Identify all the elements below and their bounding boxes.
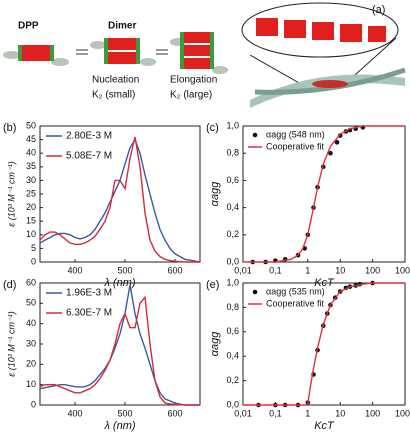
plot-frame: [39, 125, 201, 263]
plot-frame: [242, 125, 406, 263]
y-tick-label: 30: [26, 175, 36, 185]
equilibrium-arrow: [76, 49, 88, 55]
y-tick-label: 0,6: [226, 326, 239, 336]
series-line: [39, 136, 200, 263]
y-axis-label: ε (10³ M⁻¹ cm⁻¹): [6, 161, 16, 226]
dimer-label: Dimer: [108, 21, 136, 32]
x-tick-label: 0,1: [269, 265, 282, 275]
x-tick-label: 500: [117, 408, 132, 418]
y-tick-label: 0,8: [226, 302, 239, 312]
series-line: [39, 137, 201, 263]
x-tick-label: 10: [335, 265, 345, 275]
y-tick-label: 10: [26, 229, 36, 239]
elongation-label: Elongation: [170, 75, 217, 86]
y-tick-label: 40: [26, 318, 36, 328]
y-tick-label: 45: [26, 134, 36, 144]
x-tick-label: 1: [305, 408, 310, 418]
y-tick-label: 0: [31, 399, 36, 409]
y-tick-label: 0,0: [226, 399, 239, 409]
x-tick-label: 100: [365, 265, 380, 275]
y-axis-label: αagg: [209, 331, 221, 357]
x-tick-label: 600: [167, 408, 182, 418]
dimer-molecule: [90, 38, 156, 66]
y-tick-label: 35: [26, 161, 36, 171]
series-line: [243, 282, 405, 406]
x-tick-label: 1000: [395, 265, 410, 275]
y-axis-label: αagg: [209, 181, 221, 207]
legend-label: αagg (535 nm): [266, 286, 325, 296]
nucleation-label: Nucleation: [92, 75, 139, 86]
x-tick-label: 400: [67, 408, 82, 418]
x-tick-label: 1000: [395, 408, 410, 418]
x-tick-label: 500: [117, 265, 132, 275]
y-tick-label: 0: [31, 256, 36, 266]
legend-label: Cooperative fit: [266, 141, 325, 151]
x-tick-label: 0,1: [269, 408, 282, 418]
panel-label: (b): [3, 122, 16, 134]
y-tick-label: 0,6: [226, 175, 239, 185]
legend-label: αagg (548 nm): [266, 129, 325, 139]
y-tick-label: 40: [26, 148, 36, 158]
y-tick-label: 10: [26, 379, 36, 389]
plot-frame: [242, 282, 406, 406]
oligomer: [170, 32, 228, 74]
panel-label: (e): [206, 279, 219, 291]
series-line: [39, 284, 200, 406]
y-tick-label: 30: [26, 338, 36, 348]
x-tick-label: 0,01: [234, 265, 252, 275]
y-tick-label: 15: [26, 216, 36, 226]
y-tick-label: 5: [31, 243, 36, 253]
y-tick-label: 0,8: [226, 148, 239, 158]
y-tick-label: 50: [26, 298, 36, 308]
legend-label: 1.96E-3 M: [66, 288, 112, 299]
x-axis-label: λ (nm): [103, 420, 135, 432]
panel-label: (c): [206, 122, 219, 134]
y-tick-label: 25: [26, 188, 36, 198]
scheme: (a) DPP Dimer Nucleation K₂ (small) Elon…: [3, 2, 406, 108]
legend-label: 6.30E-7 M: [66, 308, 112, 319]
y-tick-label: 0,2: [226, 375, 239, 385]
y-tick-label: 1,0: [226, 277, 239, 287]
x-tick-label: 600: [167, 265, 182, 275]
y-tick-label: 0,4: [226, 351, 239, 361]
plot-frame: [39, 282, 201, 406]
stack-zoom: [241, 2, 406, 108]
equilibrium-arrow: [156, 49, 168, 55]
data-point: [334, 140, 340, 145]
series-line: [39, 295, 200, 406]
y-tick-label: 60: [26, 277, 36, 287]
legend-label: 5.08E-7 M: [66, 151, 112, 162]
k-large-label: K₂ (large): [170, 90, 212, 101]
x-tick-label: 0,01: [234, 408, 252, 418]
x-tick-label: 400: [67, 265, 82, 275]
legend-swatch: [252, 289, 258, 295]
x-tick-label: 100: [365, 408, 380, 418]
y-tick-label: 0,0: [226, 256, 239, 266]
data-point: [328, 150, 333, 156]
x-axis-label: KcT: [314, 420, 335, 432]
y-tick-label: 0,4: [226, 202, 239, 212]
panel-label: (a): [372, 4, 385, 16]
series-line: [243, 125, 405, 263]
dpp-molecule: [3, 45, 69, 66]
y-axis-label: ε (10³ M⁻¹ cm⁻¹): [6, 311, 16, 376]
legend-label: 2.80E-3 M: [66, 131, 112, 142]
legend-label: Cooperative fit: [266, 298, 325, 308]
legend-swatch: [252, 132, 258, 138]
y-tick-label: 0,2: [226, 229, 239, 239]
y-tick-label: 20: [26, 359, 36, 369]
panel-label: (d): [3, 279, 16, 291]
x-tick-label: 1: [305, 265, 310, 275]
x-tick-label: 10: [335, 408, 345, 418]
y-tick-label: 1,0: [226, 120, 239, 130]
y-tick-label: 20: [26, 202, 36, 212]
dpp-label: DPP: [18, 21, 39, 32]
k-small-label: K₂ (small): [92, 90, 135, 101]
y-tick-label: 50: [26, 120, 36, 130]
